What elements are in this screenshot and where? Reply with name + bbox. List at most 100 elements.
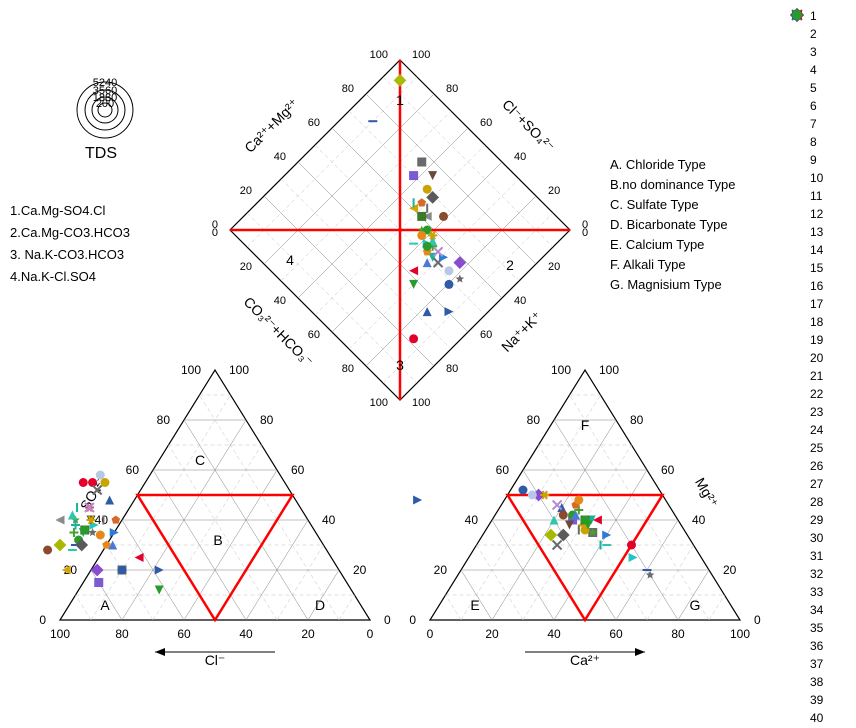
legend-label: 30 [810, 531, 823, 545]
legend-row: 34 [790, 602, 823, 618]
svg-text:80: 80 [157, 413, 171, 427]
legend-row: 17 [790, 296, 823, 312]
svg-text:100: 100 [50, 627, 70, 641]
legend-marker-icon [790, 117, 804, 131]
svg-text:40: 40 [465, 513, 479, 527]
legend-label: 2 [810, 27, 817, 41]
legend-marker-icon [790, 297, 804, 311]
svg-text:100: 100 [412, 49, 430, 61]
legend-row: 29 [790, 512, 823, 528]
svg-text:200: 200 [96, 98, 114, 110]
type-item: E. Calcium Type [610, 235, 736, 255]
svg-text:60: 60 [291, 463, 305, 477]
legend-row: 22 [790, 386, 823, 402]
svg-text:100: 100 [181, 363, 201, 377]
svg-text:3: 3 [396, 357, 404, 373]
svg-text:20: 20 [353, 563, 367, 577]
legend-label: 36 [810, 639, 823, 653]
legend-row: 38 [790, 674, 823, 690]
legend-marker-icon [790, 549, 804, 563]
legend-row: 30 [790, 530, 823, 546]
svg-text:80: 80 [630, 413, 644, 427]
svg-text:20: 20 [548, 185, 560, 197]
svg-text:40: 40 [514, 295, 526, 307]
svg-text:80: 80 [446, 83, 458, 95]
legend-row: 28 [790, 494, 823, 510]
legend-row: 11 [790, 188, 823, 204]
legend-label: 38 [810, 675, 823, 689]
svg-text:40: 40 [274, 295, 286, 307]
svg-text:0: 0 [582, 219, 588, 231]
legend-marker-icon [790, 243, 804, 257]
legend-marker-icon [790, 351, 804, 365]
legend-label: 3 [810, 45, 817, 59]
legend-marker-icon [790, 639, 804, 653]
svg-text:0: 0 [367, 627, 374, 641]
legend-label: 13 [810, 225, 823, 239]
legend-label: 25 [810, 441, 823, 455]
legend-label: 5 [810, 81, 817, 95]
svg-text:100: 100 [412, 397, 430, 409]
svg-text:20: 20 [723, 563, 737, 577]
legend-label: 28 [810, 495, 823, 509]
legend-row: 15 [790, 260, 823, 276]
svg-text:Ca²⁺+Mg²⁺: Ca²⁺+Mg²⁺ [241, 95, 302, 156]
legend-label: 15 [810, 261, 823, 275]
facies-list: 1.Ca.Mg-SO4.Cl 2.Ca.Mg-CO3.HCO3 3. Na.K-… [10, 200, 130, 288]
legend-row: 20 [790, 350, 823, 366]
svg-text:G: G [690, 597, 701, 613]
legend-label: 6 [810, 99, 817, 113]
svg-text:F: F [581, 417, 590, 433]
legend-row: 40 [790, 710, 823, 726]
legend-marker-icon [790, 711, 804, 725]
legend-marker-icon [790, 585, 804, 599]
legend-label: 20 [810, 351, 823, 365]
svg-text:60: 60 [126, 463, 140, 477]
legend-row: 13 [790, 224, 823, 240]
legend-marker-icon [790, 567, 804, 581]
legend-marker-icon [790, 423, 804, 437]
legend-marker-icon [790, 153, 804, 167]
legend-marker-icon [790, 405, 804, 419]
svg-text:80: 80 [446, 363, 458, 375]
svg-text:60: 60 [480, 329, 492, 341]
svg-text:0: 0 [212, 227, 218, 239]
svg-text:80: 80 [527, 413, 541, 427]
legend-label: 29 [810, 513, 823, 527]
legend-row: 2 [790, 26, 823, 42]
legend-marker-icon [790, 657, 804, 671]
tds-title: TDS [85, 145, 117, 163]
svg-text:60: 60 [177, 627, 191, 641]
svg-text:0: 0 [427, 627, 434, 641]
legend-label: 10 [810, 171, 823, 185]
legend-marker-icon [790, 621, 804, 635]
svg-text:60: 60 [609, 627, 623, 641]
svg-text:Cl⁻+SO₄²⁻: Cl⁻+SO₄²⁻ [499, 96, 558, 155]
legend-marker-icon [790, 495, 804, 509]
svg-text:40: 40 [274, 151, 286, 163]
legend-row: 21 [790, 368, 823, 384]
legend-marker-icon [790, 99, 804, 113]
legend-row: 3 [790, 44, 823, 60]
type-item: F. Alkali Type [610, 255, 736, 275]
legend-row: 6 [790, 98, 823, 114]
legend-label: 22 [810, 387, 823, 401]
legend-row: 9 [790, 152, 823, 168]
legend-label: 32 [810, 567, 823, 581]
svg-text:40: 40 [692, 513, 706, 527]
legend-row: 5 [790, 80, 823, 96]
svg-text:40: 40 [514, 151, 526, 163]
svg-text:B: B [213, 532, 222, 548]
svg-text:80: 80 [342, 363, 354, 375]
legend-label: 17 [810, 297, 823, 311]
svg-text:20: 20 [434, 563, 448, 577]
type-item: A. Chloride Type [610, 155, 736, 175]
svg-text:100: 100 [229, 363, 249, 377]
legend-label: 19 [810, 333, 823, 347]
legend-marker-icon [790, 513, 804, 527]
facies-item: 2.Ca.Mg-CO3.HCO3 [10, 222, 130, 244]
svg-text:20: 20 [240, 185, 252, 197]
svg-text:1: 1 [396, 92, 404, 108]
legend-marker-icon [790, 531, 804, 545]
legend-marker-icon [790, 261, 804, 275]
